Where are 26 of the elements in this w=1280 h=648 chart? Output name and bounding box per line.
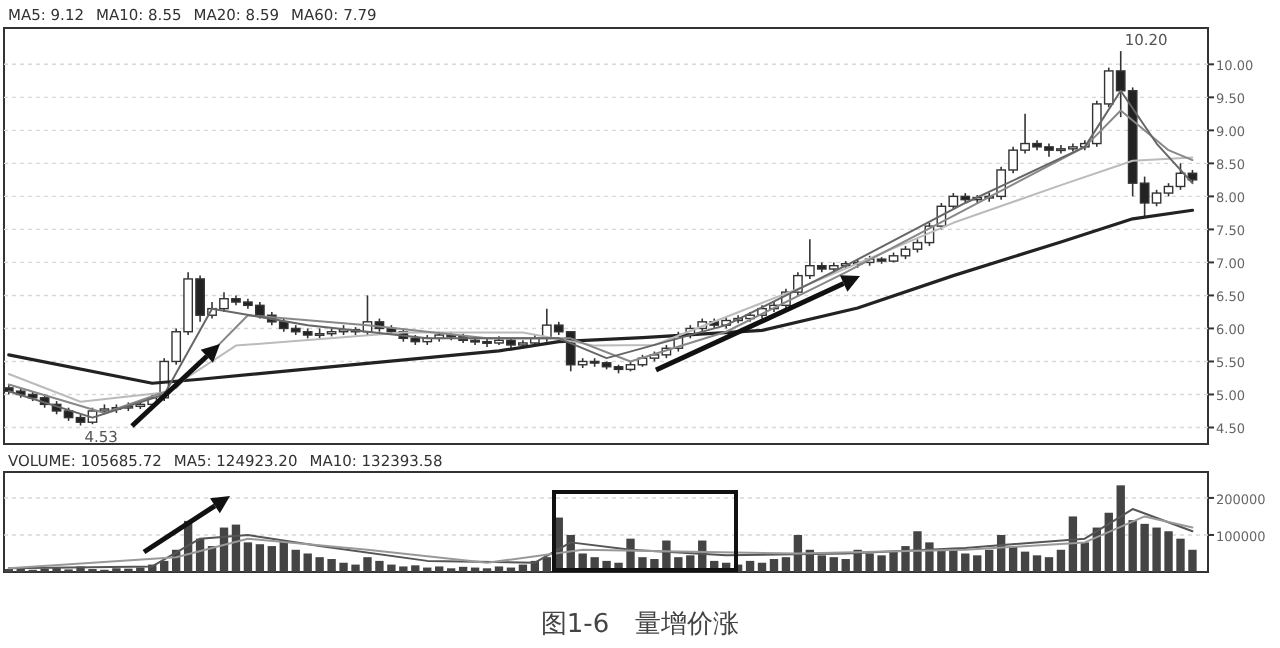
bar [1080,542,1090,572]
bar [435,566,444,572]
bar [829,557,838,572]
line-series [7,208,1195,385]
bar [518,564,528,572]
bar [781,557,791,572]
bar [1044,557,1054,572]
caption: 图1-6 量增价涨 [540,610,740,640]
bar [769,559,779,572]
line-series [7,156,1194,403]
bar [985,549,994,572]
bar [817,555,826,572]
bar [160,560,169,572]
bar [757,562,767,572]
bar [1020,551,1030,572]
bar [1032,555,1042,572]
bar [458,566,468,572]
bar [291,549,300,572]
bar [973,555,982,572]
bar [745,560,755,572]
bar [267,546,277,572]
bar [542,557,551,572]
bar [494,566,504,572]
bar [243,542,253,572]
bar [255,544,265,572]
bar [1056,549,1066,572]
